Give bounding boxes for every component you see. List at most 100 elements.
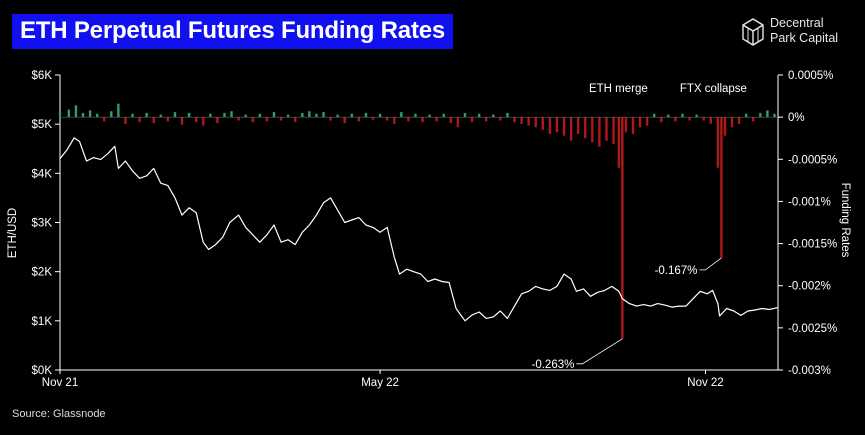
funding-bar — [216, 117, 219, 124]
funding-bar — [194, 117, 198, 123]
annotation-ftx-collapse: FTX collapse — [680, 83, 747, 95]
y2-axis-label: Funding Rates — [839, 183, 851, 258]
funding-bar — [103, 117, 106, 122]
left-tick-label: $3K — [32, 218, 53, 230]
funding-bar — [74, 105, 78, 118]
funding-bar — [209, 113, 212, 118]
x-axis: Nov 21 May 22 Nov 22 — [42, 369, 778, 389]
funding-bars — [58, 103, 778, 339]
callout-merge-value: -0.263% — [532, 359, 575, 371]
funding-bar — [117, 103, 120, 118]
funding-bar — [449, 117, 453, 124]
funding-bar — [752, 117, 755, 122]
funding-bar — [720, 117, 723, 258]
funding-bar — [612, 117, 615, 145]
right-tick-label: -0.0005% — [788, 154, 837, 166]
funding-bar — [709, 117, 712, 124]
funding-bar — [202, 117, 205, 126]
left-tick-label: $6K — [32, 70, 53, 82]
left-tick-label: $0K — [32, 365, 53, 377]
funding-bar — [569, 117, 573, 141]
funding-bar — [624, 117, 628, 133]
eth-price-line — [59, 137, 779, 322]
right-tick-label: 0% — [788, 112, 805, 124]
funding-bar — [315, 113, 318, 118]
price-series — [59, 137, 779, 322]
funding-bar — [393, 117, 396, 124]
funding-bar — [173, 112, 177, 118]
funding-bar — [159, 114, 163, 118]
logo-line-2: Park Capital — [770, 31, 839, 45]
funding-bar — [485, 117, 488, 122]
funding-bar — [428, 114, 431, 118]
funding-bar — [138, 117, 141, 123]
funding-bar — [407, 117, 410, 122]
funding-bar — [702, 117, 705, 121]
funding-bar — [470, 117, 474, 123]
callout-line-ftx — [699, 257, 722, 271]
funding-bar — [667, 114, 670, 118]
funding-bar — [124, 117, 127, 124]
funding-bar — [591, 117, 594, 143]
funding-bar — [357, 117, 361, 122]
source-note: Source: Glassnode — [12, 408, 106, 420]
funding-bar — [265, 117, 269, 122]
funding-bar — [308, 111, 311, 118]
funding-bar — [67, 109, 71, 118]
funding-bar — [145, 112, 148, 118]
funding-bar — [421, 117, 424, 123]
funding-bar — [286, 114, 290, 118]
right-tick-label: -0.002% — [788, 281, 831, 293]
funding-bar — [371, 117, 375, 120]
funding-bar — [730, 117, 734, 128]
funding-bar — [81, 112, 85, 118]
funding-bar — [520, 117, 523, 124]
funding-bar — [230, 111, 233, 118]
funding-bar — [598, 117, 601, 147]
chart-title: ETH Perpetual Futures Funding Rates — [20, 17, 446, 44]
funding-bar — [88, 110, 92, 118]
funding-bar — [58, 112, 62, 118]
funding-bar — [131, 113, 134, 118]
funding-bar — [674, 117, 677, 122]
funding-bar — [605, 117, 608, 141]
x-tick-label: Nov 21 — [42, 377, 78, 389]
brand-logo: Decentral Park Capital — [742, 16, 852, 50]
funding-bar — [187, 112, 191, 118]
funding-bar — [343, 117, 346, 124]
funding-bar — [435, 117, 438, 122]
funding-bar — [294, 117, 297, 123]
right-tick-label: -0.003% — [788, 365, 831, 377]
funding-bar — [385, 117, 389, 121]
funding-bar — [237, 117, 240, 121]
funding-bar — [378, 113, 382, 118]
funding-bar — [506, 112, 509, 118]
cube-icon — [742, 18, 764, 46]
funding-bar — [364, 112, 368, 118]
funding-bar — [456, 117, 460, 128]
annotation-eth-merge: ETH merge — [589, 83, 648, 95]
funding-bar — [166, 117, 170, 122]
funding-bar — [723, 117, 727, 136]
funding-bar — [463, 112, 467, 118]
funding-bar — [350, 113, 353, 118]
funding-bar — [499, 117, 502, 121]
funding-bar — [258, 113, 262, 118]
funding-bar — [180, 117, 184, 125]
funding-bar — [645, 117, 649, 126]
funding-bar — [534, 117, 537, 128]
funding-bar — [442, 113, 445, 118]
funding-bar — [152, 117, 155, 124]
right-tick-label: -0.0025% — [788, 323, 837, 335]
callout-ftx-value: -0.167% — [655, 265, 698, 277]
logo-text: Decentral Park Capital — [770, 16, 838, 46]
funding-bar — [562, 117, 566, 136]
right-tick-label: -0.001% — [788, 196, 831, 208]
funding-bar — [110, 111, 113, 118]
y-axis-label: ETH/USD — [7, 208, 19, 258]
funding-bar — [513, 117, 516, 123]
funding-bar — [244, 114, 247, 118]
funding-bar — [766, 110, 769, 118]
funding-bar — [541, 117, 544, 130]
